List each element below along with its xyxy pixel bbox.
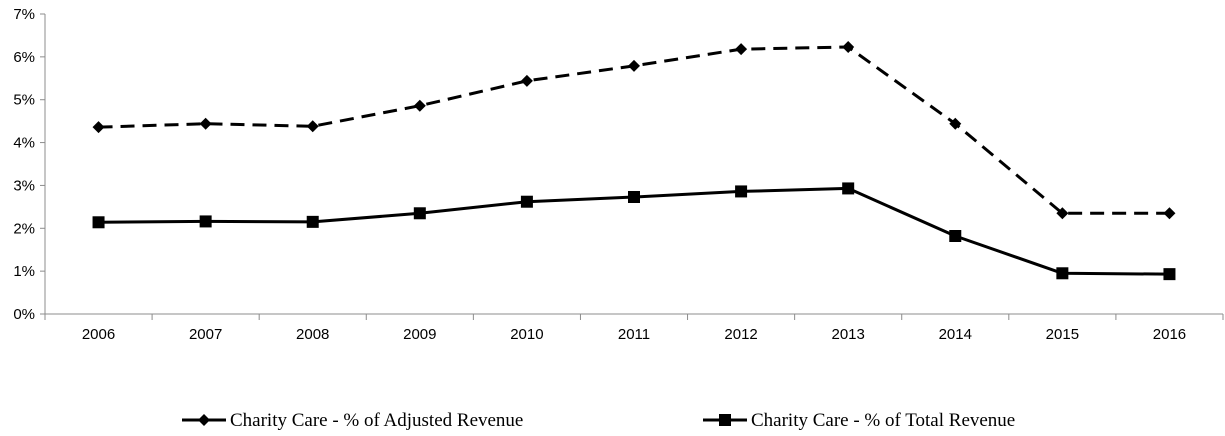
data-point xyxy=(628,191,640,203)
series-1 xyxy=(92,41,1176,220)
series-line xyxy=(98,45,1170,215)
data-point xyxy=(306,215,319,228)
data-point xyxy=(199,117,212,130)
data-point xyxy=(842,41,855,53)
legend-label: Charity Care - % of Total Revenue xyxy=(751,410,1015,431)
y-tick-label: 1% xyxy=(13,263,35,280)
data-point xyxy=(413,207,426,220)
x-tick-label: 2012 xyxy=(724,326,757,343)
x-tick-label: 2008 xyxy=(296,326,329,343)
series-group xyxy=(92,41,1176,281)
x-tick-label: 2007 xyxy=(189,326,222,343)
x-tick-label: 2009 xyxy=(403,326,436,343)
legend-marker xyxy=(719,414,731,426)
data-point xyxy=(628,59,640,72)
y-tick-label: 4% xyxy=(13,135,35,152)
legend-item-1: Charity Care - % of Adjusted Revenue xyxy=(182,410,523,431)
series-2 xyxy=(92,182,1176,281)
y-tick-label: 3% xyxy=(13,177,35,194)
data-point xyxy=(949,117,962,130)
legend-label: Charity Care - % of Adjusted Revenue xyxy=(230,410,523,431)
legend-item-2: Charity Care - % of Total Revenue xyxy=(703,410,1015,431)
data-point xyxy=(92,121,105,134)
x-tick-label: 2013 xyxy=(831,326,864,343)
data-point xyxy=(92,216,105,229)
x-tick-label: 2014 xyxy=(939,326,972,343)
y-tick-label: 5% xyxy=(13,92,35,109)
axes: 0% 1% 2% 3% 4% 5% 6% 7% 2006 2007 2008 2009 2010 2011… xyxy=(13,6,1224,343)
legend-marker xyxy=(198,414,210,426)
x-tick-label: 2010 xyxy=(510,326,543,343)
x-tick-label: 2006 xyxy=(82,326,115,343)
data-point xyxy=(306,120,319,133)
data-point xyxy=(520,195,533,208)
data-point xyxy=(520,74,533,87)
data-point xyxy=(1163,207,1176,220)
y-tick-label: 6% xyxy=(13,49,35,66)
data-point xyxy=(735,185,748,198)
data-point xyxy=(1056,207,1069,220)
data-point xyxy=(735,43,748,56)
y-tick-label: 0% xyxy=(13,306,35,323)
y-tick-label: 7% xyxy=(13,6,35,23)
data-point xyxy=(1163,268,1176,281)
legend: Charity Care - % of Adjusted Revenue Char… xyxy=(182,410,1015,431)
data-point xyxy=(949,230,962,242)
x-tick-label: 2011 xyxy=(618,326,650,343)
data-point xyxy=(413,99,426,112)
x-tick-label: 2016 xyxy=(1153,326,1186,343)
data-point xyxy=(199,215,212,228)
data-point xyxy=(842,182,855,195)
x-tick-label: 2015 xyxy=(1046,326,1079,343)
data-point xyxy=(1056,267,1069,280)
y-tick-label: 2% xyxy=(13,220,35,237)
